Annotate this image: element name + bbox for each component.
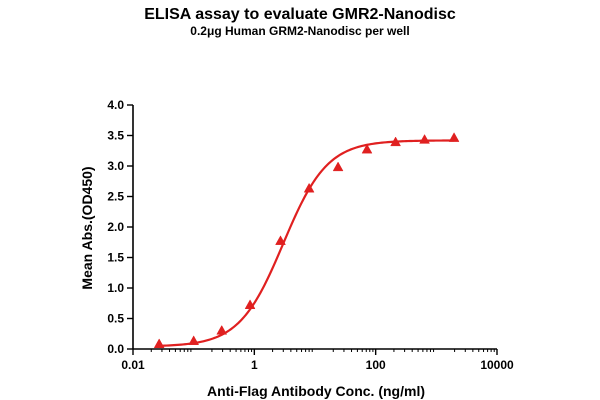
y-tick-label: 3.5 [107,129,124,143]
chart-title: ELISA assay to evaluate GMR2-Nanodisc [144,6,456,23]
y-tick-label: 2.0 [107,220,124,234]
x-axis-ticks: 0.01 1 100 10000 [121,349,514,372]
fit-curve [159,139,455,347]
y-tick-label: 1.0 [107,281,124,295]
x-axis-label: Anti-Flag Antibody Conc. (ng/ml) [207,383,425,399]
y-tick-label: 2.5 [107,190,124,204]
x-tick-label: 10000 [480,358,514,372]
x-tick-label: 0.01 [121,358,145,372]
data-point [153,338,165,349]
y-axis-label: Mean Abs.(OD450) [79,166,95,289]
data-points [153,132,460,349]
data-point [303,182,315,193]
y-tick-label: 0.5 [107,312,124,326]
data-point [361,143,373,154]
x-tick-label: 1 [251,358,258,372]
data-point [275,235,286,245]
chart-subtitle: 0.2μg Human GRM2-Nanodisc per well [190,24,409,38]
y-tick-label: 1.5 [107,251,124,265]
data-point [390,136,401,147]
data-point [448,132,460,142]
y-tick-label: 4.0 [107,98,124,112]
data-point [244,299,256,309]
data-point [332,161,344,172]
y-tick-label: 3.0 [107,159,124,173]
data-point [216,324,228,335]
data-point [419,134,430,144]
x-tick-label: 100 [366,358,386,372]
data-point [188,335,200,345]
y-tick-label: 0.0 [107,342,124,356]
y-axis-ticks: 0.0 0.5 1.0 1.5 2.0 2.5 3.0 3.5 4.0 [107,98,133,356]
